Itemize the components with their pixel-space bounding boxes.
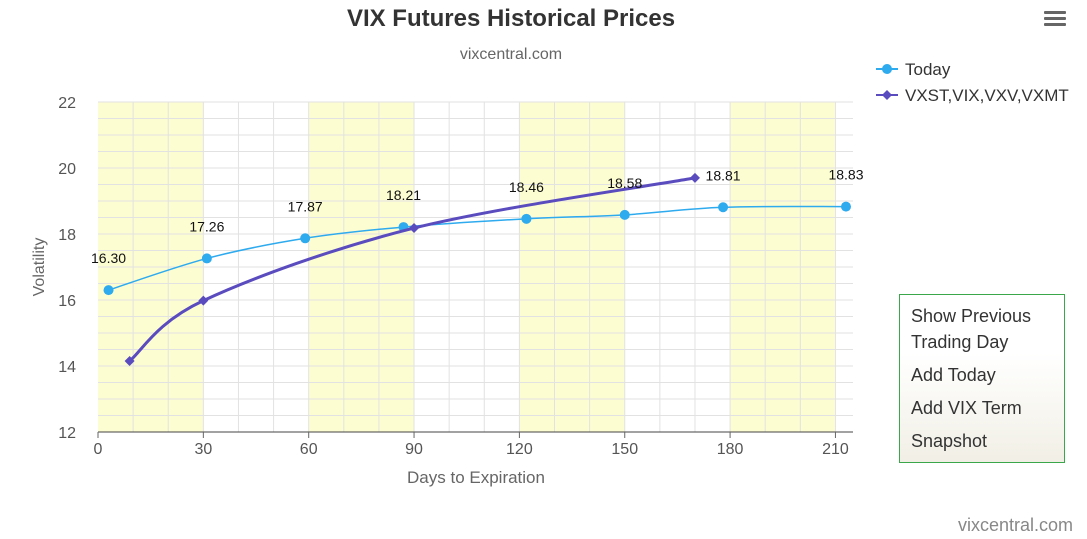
legend-marker <box>882 64 892 74</box>
data-point <box>201 253 212 264</box>
legend-marker <box>882 90 892 100</box>
x-tick-label: 180 <box>717 441 744 458</box>
y-tick-label: 20 <box>58 161 76 178</box>
x-tick-label: 150 <box>611 441 638 458</box>
y-tick-label: 22 <box>58 95 76 112</box>
data-point <box>300 233 311 244</box>
data-point <box>198 295 209 306</box>
data-point <box>689 172 700 183</box>
y-tick-label: 12 <box>58 425 76 442</box>
add-today-button[interactable]: Add Today <box>911 365 996 385</box>
data-point <box>409 223 420 234</box>
chart-title: VIX Futures Historical Prices <box>347 5 675 32</box>
data-point <box>124 356 135 367</box>
axes: 0 30 60 90 120 150 180 210 12 14 16 18 20 22 <box>58 95 853 458</box>
x-tick-label: 90 <box>405 441 423 458</box>
x-tick-label: 30 <box>194 441 212 458</box>
x-tick-label: 0 <box>94 441 103 458</box>
y-tick-label: 14 <box>58 359 76 376</box>
data-label: 17.87 <box>288 198 323 214</box>
grid <box>98 101 853 432</box>
y-axis-label: Volatility <box>31 238 48 297</box>
data-label: 18.83 <box>828 167 863 183</box>
legend: Today VXST,VIX,VXV,VXMT <box>876 60 1069 105</box>
data-point <box>103 285 114 296</box>
x-tick-label: 120 <box>506 441 533 458</box>
data-point <box>718 202 729 213</box>
hamburger-menu-icon[interactable] <box>1040 8 1070 32</box>
legend-item: Today <box>876 60 951 79</box>
legend-label: VXST,VIX,VXV,VXMT <box>905 86 1069 105</box>
show-previous-trading-day-button[interactable]: Show Previous Trading Day <box>911 306 1032 352</box>
y-tick-label: 16 <box>58 293 76 310</box>
data-point <box>521 213 532 224</box>
x-tick-label: 60 <box>300 441 318 458</box>
data-point <box>619 209 630 220</box>
data-label: 18.81 <box>706 167 741 183</box>
x-tick-label: 210 <box>822 441 849 458</box>
legend-item: VXST,VIX,VXV,VXMT <box>876 86 1069 105</box>
side-panel: Show Previous Trading Day Add Today Add … <box>899 294 1065 463</box>
legend-label: Today <box>905 60 951 79</box>
data-labels: 16.30 17.26 17.87 18.21 18.46 18.58 18.81 18.83 <box>91 167 864 266</box>
x-axis-label: Days to Expiration <box>407 468 545 487</box>
snapshot-button[interactable]: Snapshot <box>911 431 988 451</box>
series-line <box>128 176 696 363</box>
chart-subtitle: vixcentral.com <box>460 46 562 63</box>
add-vix-term-button[interactable]: Add VIX Term <box>911 398 1022 418</box>
data-label: 18.46 <box>509 179 544 195</box>
credit-text: vixcentral.com <box>957 515 1073 535</box>
data-label: 18.58 <box>607 175 642 191</box>
data-label: 17.26 <box>189 218 224 234</box>
series <box>103 172 851 367</box>
data-label: 18.21 <box>386 187 421 203</box>
y-tick-label: 18 <box>58 227 76 244</box>
data-point <box>840 201 851 212</box>
data-label: 16.30 <box>91 250 126 266</box>
